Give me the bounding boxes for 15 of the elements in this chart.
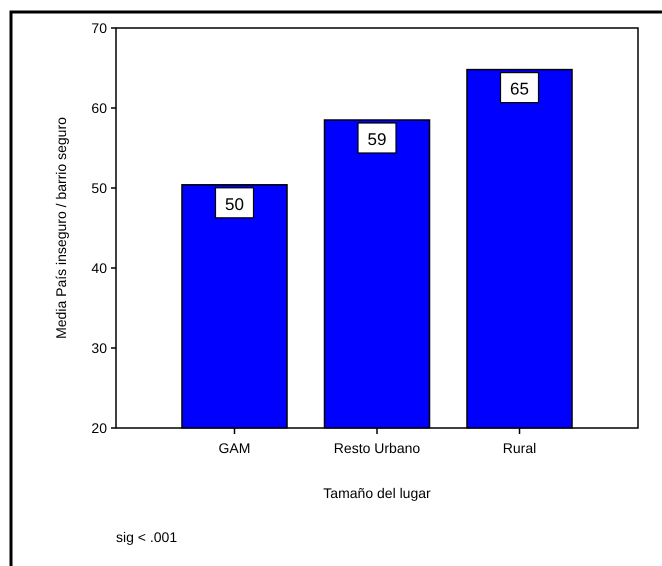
data-label: 59 <box>368 130 386 149</box>
y-tick-label: 50 <box>91 180 108 196</box>
x-tick-label: Resto Urbano <box>334 440 420 456</box>
y-tick-label: 60 <box>91 100 108 116</box>
y-tick-label: 30 <box>91 340 108 356</box>
x-tick-label: GAM <box>218 440 250 456</box>
data-label: 65 <box>510 80 529 99</box>
x-tick-label: Rural <box>502 440 536 456</box>
y-tick-label: 70 <box>91 20 108 36</box>
y-tick-label: 20 <box>91 420 108 436</box>
text: sig < .001 <box>116 529 178 545</box>
x-axis-title: Tamaño del lugar <box>323 485 432 501</box>
y-axis-title: Media País inseguro / barrio seguro <box>53 116 69 339</box>
y-tick-label: 40 <box>91 260 108 276</box>
data-label: 50 <box>225 194 244 214</box>
